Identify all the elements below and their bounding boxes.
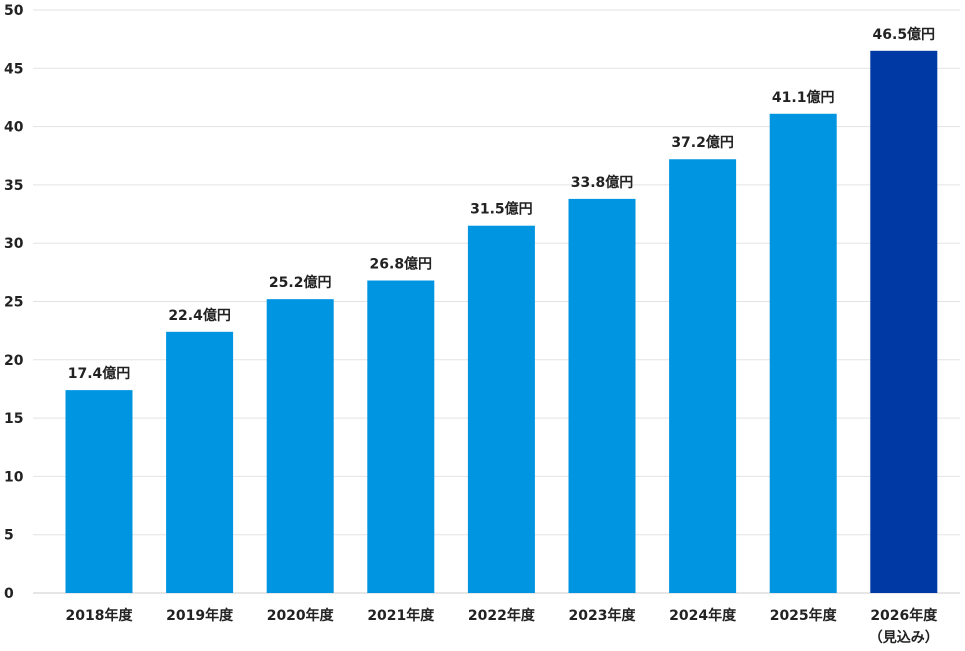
- y-tick-label: 45: [4, 61, 23, 77]
- bar: [166, 331, 234, 593]
- bar: [568, 198, 636, 593]
- y-tick-label: 15: [4, 411, 23, 427]
- bar: [266, 299, 334, 593]
- x-tick-label: 2021年度: [367, 607, 435, 624]
- bar: [367, 280, 435, 593]
- x-tick-label: 2024年度: [669, 607, 737, 624]
- value-label: 33.8億円: [571, 174, 634, 191]
- value-label: 31.5億円: [470, 201, 533, 218]
- y-tick-label: 40: [4, 120, 24, 136]
- bar: [467, 225, 535, 593]
- y-tick-label: 30: [4, 236, 24, 252]
- y-tick-label: 50: [4, 3, 24, 19]
- x-tick-label: 2020年度: [267, 607, 335, 624]
- x-tick-label: 2022年度: [468, 607, 536, 624]
- x-tick-label: 2018年度: [66, 607, 134, 624]
- x-tick-label: 2026年度: [870, 607, 938, 624]
- value-label: 25.2億円: [269, 274, 332, 291]
- x-axis-labels: 2018年度 2019年度 2020年度 2021年度 2022年度 2023年度 2024…: [66, 607, 939, 646]
- y-tick-label: 0: [4, 586, 14, 602]
- bars: [65, 50, 938, 594]
- bar: [870, 50, 938, 594]
- y-tick-label: 5: [4, 528, 14, 544]
- y-tick-label: 10: [4, 469, 24, 485]
- value-label: 17.4億円: [68, 365, 131, 382]
- value-label: 26.8億円: [370, 256, 433, 273]
- x-tick-sublabel: （見込み）: [869, 629, 939, 646]
- y-tick-label: 20: [4, 353, 24, 369]
- y-axis-ticks: 0 5 10 15 20 25 30 35 40 45 50: [4, 3, 24, 602]
- value-labels: 17.4億円 22.4億円 25.2億円 26.8億円 31.5億円 33.8億円 37.2…: [68, 26, 935, 382]
- y-tick-label: 35: [4, 178, 23, 194]
- value-label: 37.2億円: [671, 134, 734, 151]
- bar: [769, 113, 837, 594]
- bar: [65, 390, 133, 593]
- value-label: 46.5億円: [873, 26, 936, 43]
- x-tick-label: 2019年度: [166, 607, 234, 624]
- value-label: 22.4億円: [168, 307, 231, 324]
- x-tick-label: 2023年度: [569, 607, 637, 624]
- value-label: 41.1億円: [772, 89, 835, 106]
- x-tick-label: 2025年度: [770, 607, 838, 624]
- bar: [669, 159, 737, 594]
- y-tick-label: 25: [4, 295, 23, 311]
